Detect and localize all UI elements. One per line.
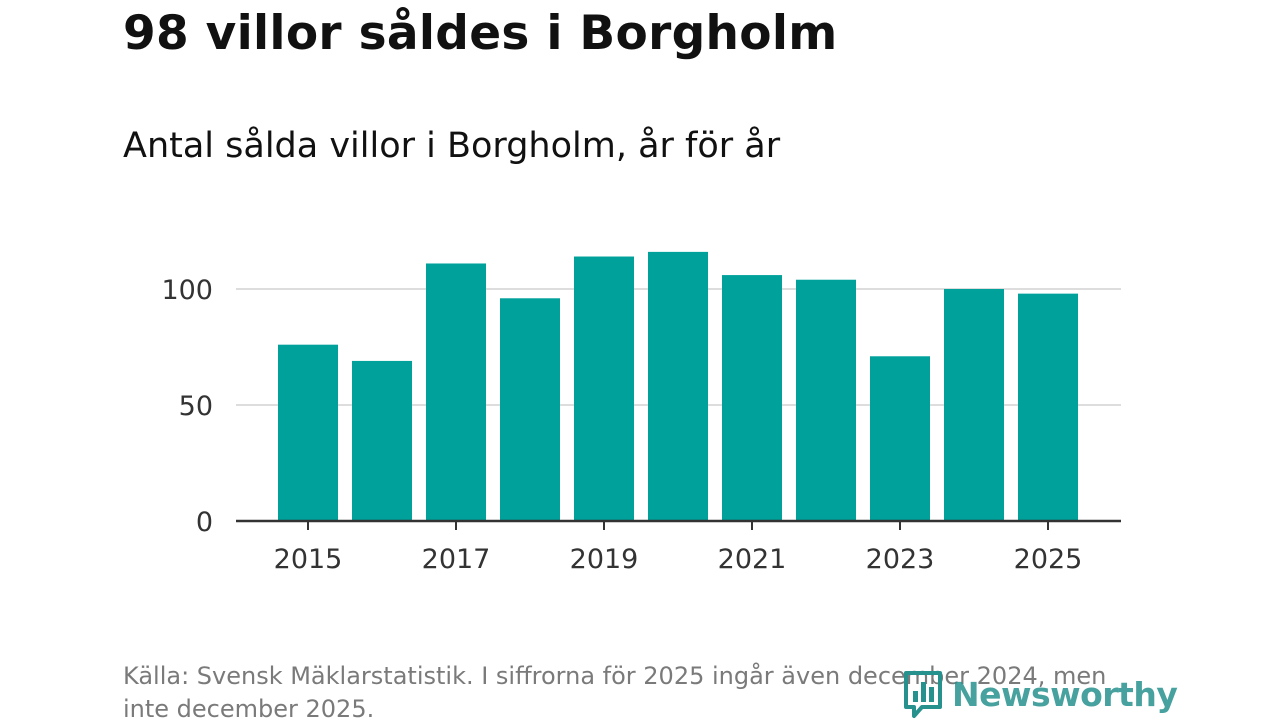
x-tick-label: 2015 (274, 544, 343, 575)
bar-2023 (870, 356, 930, 521)
logo-text: Newsworthy (952, 674, 1178, 714)
bar-2022 (796, 279, 856, 521)
bar-2018 (500, 298, 560, 521)
bar-chart-icon (904, 671, 942, 718)
x-tick-label: 2021 (718, 544, 787, 575)
bar-2017 (426, 263, 486, 521)
chart-subtitle: Antal sålda villor i Borgholm, år för år (123, 126, 781, 166)
bar-2025 (1018, 293, 1078, 521)
x-tick-label: 2017 (422, 544, 491, 575)
chart-title: 98 villor såldes i Borgholm (123, 6, 838, 61)
x-tick-label: 2023 (866, 544, 935, 575)
bar-2020 (648, 251, 708, 521)
bar-2021 (722, 275, 782, 521)
x-tick-label: 2019 (570, 544, 639, 575)
bar-2016 (352, 360, 412, 521)
source-note: Källa: Svensk Mäklarstatistik. I siffror… (123, 662, 1107, 723)
y-tick-label: 50 (179, 391, 213, 422)
x-tick-label: 2025 (1014, 544, 1083, 575)
y-tick-label: 100 (161, 275, 213, 306)
bar-2015 (278, 344, 338, 521)
y-tick-label: 0 (196, 507, 213, 538)
bar-2019 (574, 256, 634, 521)
axes: 0 50 100 2015 2017 2019 2021 2023 2025 (161, 275, 1121, 575)
bar-2024 (944, 289, 1004, 521)
bars (278, 251, 1078, 521)
newsworthy-logo: Newsworthy (902, 669, 1178, 719)
